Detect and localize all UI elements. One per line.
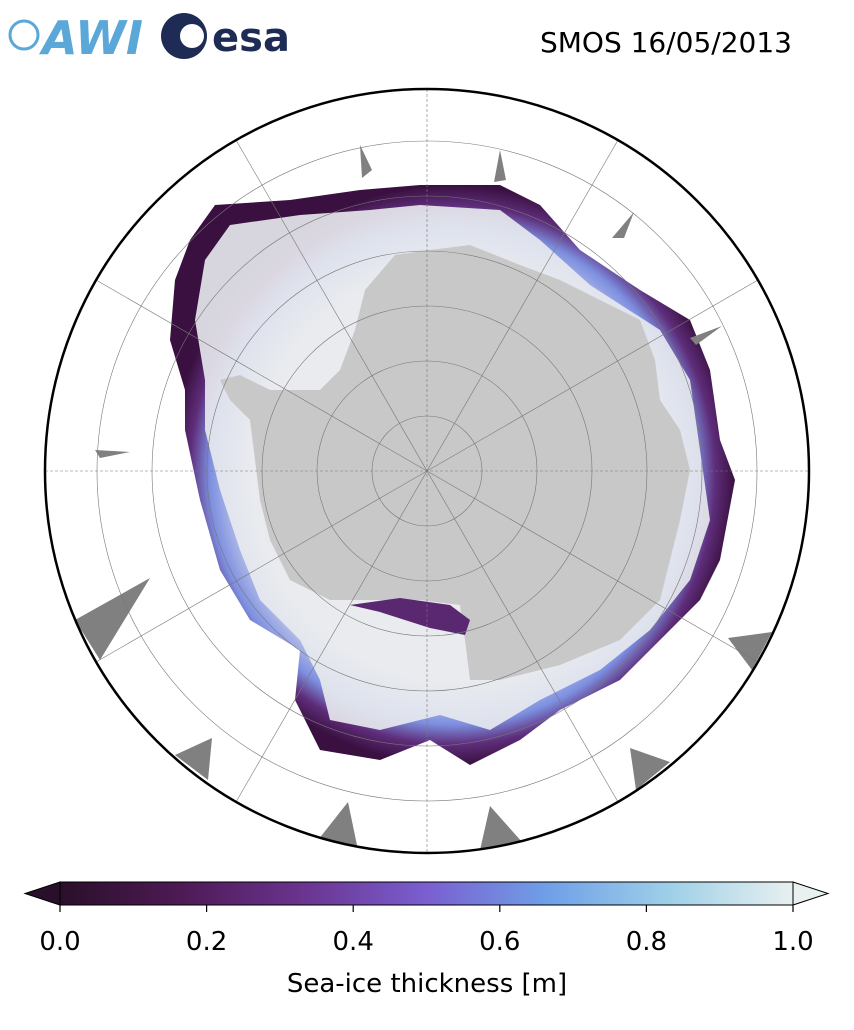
colorbar-tick-label: 0.8 — [626, 927, 667, 957]
map-frame — [43, 87, 811, 855]
data-gaps — [75, 145, 772, 850]
colorbar-label: Sea-ice thickness [m] — [287, 969, 567, 999]
colorbar-tick-label: 0.0 — [39, 927, 80, 957]
map — [45, 89, 809, 853]
ice-shelf-edge — [350, 598, 470, 635]
logo-text: esa — [212, 15, 290, 61]
logo-text: AWI — [39, 11, 143, 65]
colorbar-body — [59, 881, 794, 906]
colorbar-tick-label: 0.4 — [333, 927, 374, 957]
logo-esa: esa — [161, 13, 290, 61]
colorbar-tick-label: 0.6 — [479, 927, 520, 957]
colorbar: 0.0 0.2 0.4 0.6 0.8 1.0 — [23, 881, 830, 957]
graticule — [45, 89, 809, 853]
colorbar-extension — [792, 881, 830, 906]
title: SMOS 16/05/2013 — [540, 26, 792, 59]
logo-awi: AWI — [8, 11, 143, 65]
colorbar-extension — [23, 881, 61, 906]
colorbar-tick-label: 1.0 — [772, 927, 813, 957]
colorbar-tick-label: 0.2 — [186, 927, 227, 957]
antarctica — [220, 245, 690, 680]
